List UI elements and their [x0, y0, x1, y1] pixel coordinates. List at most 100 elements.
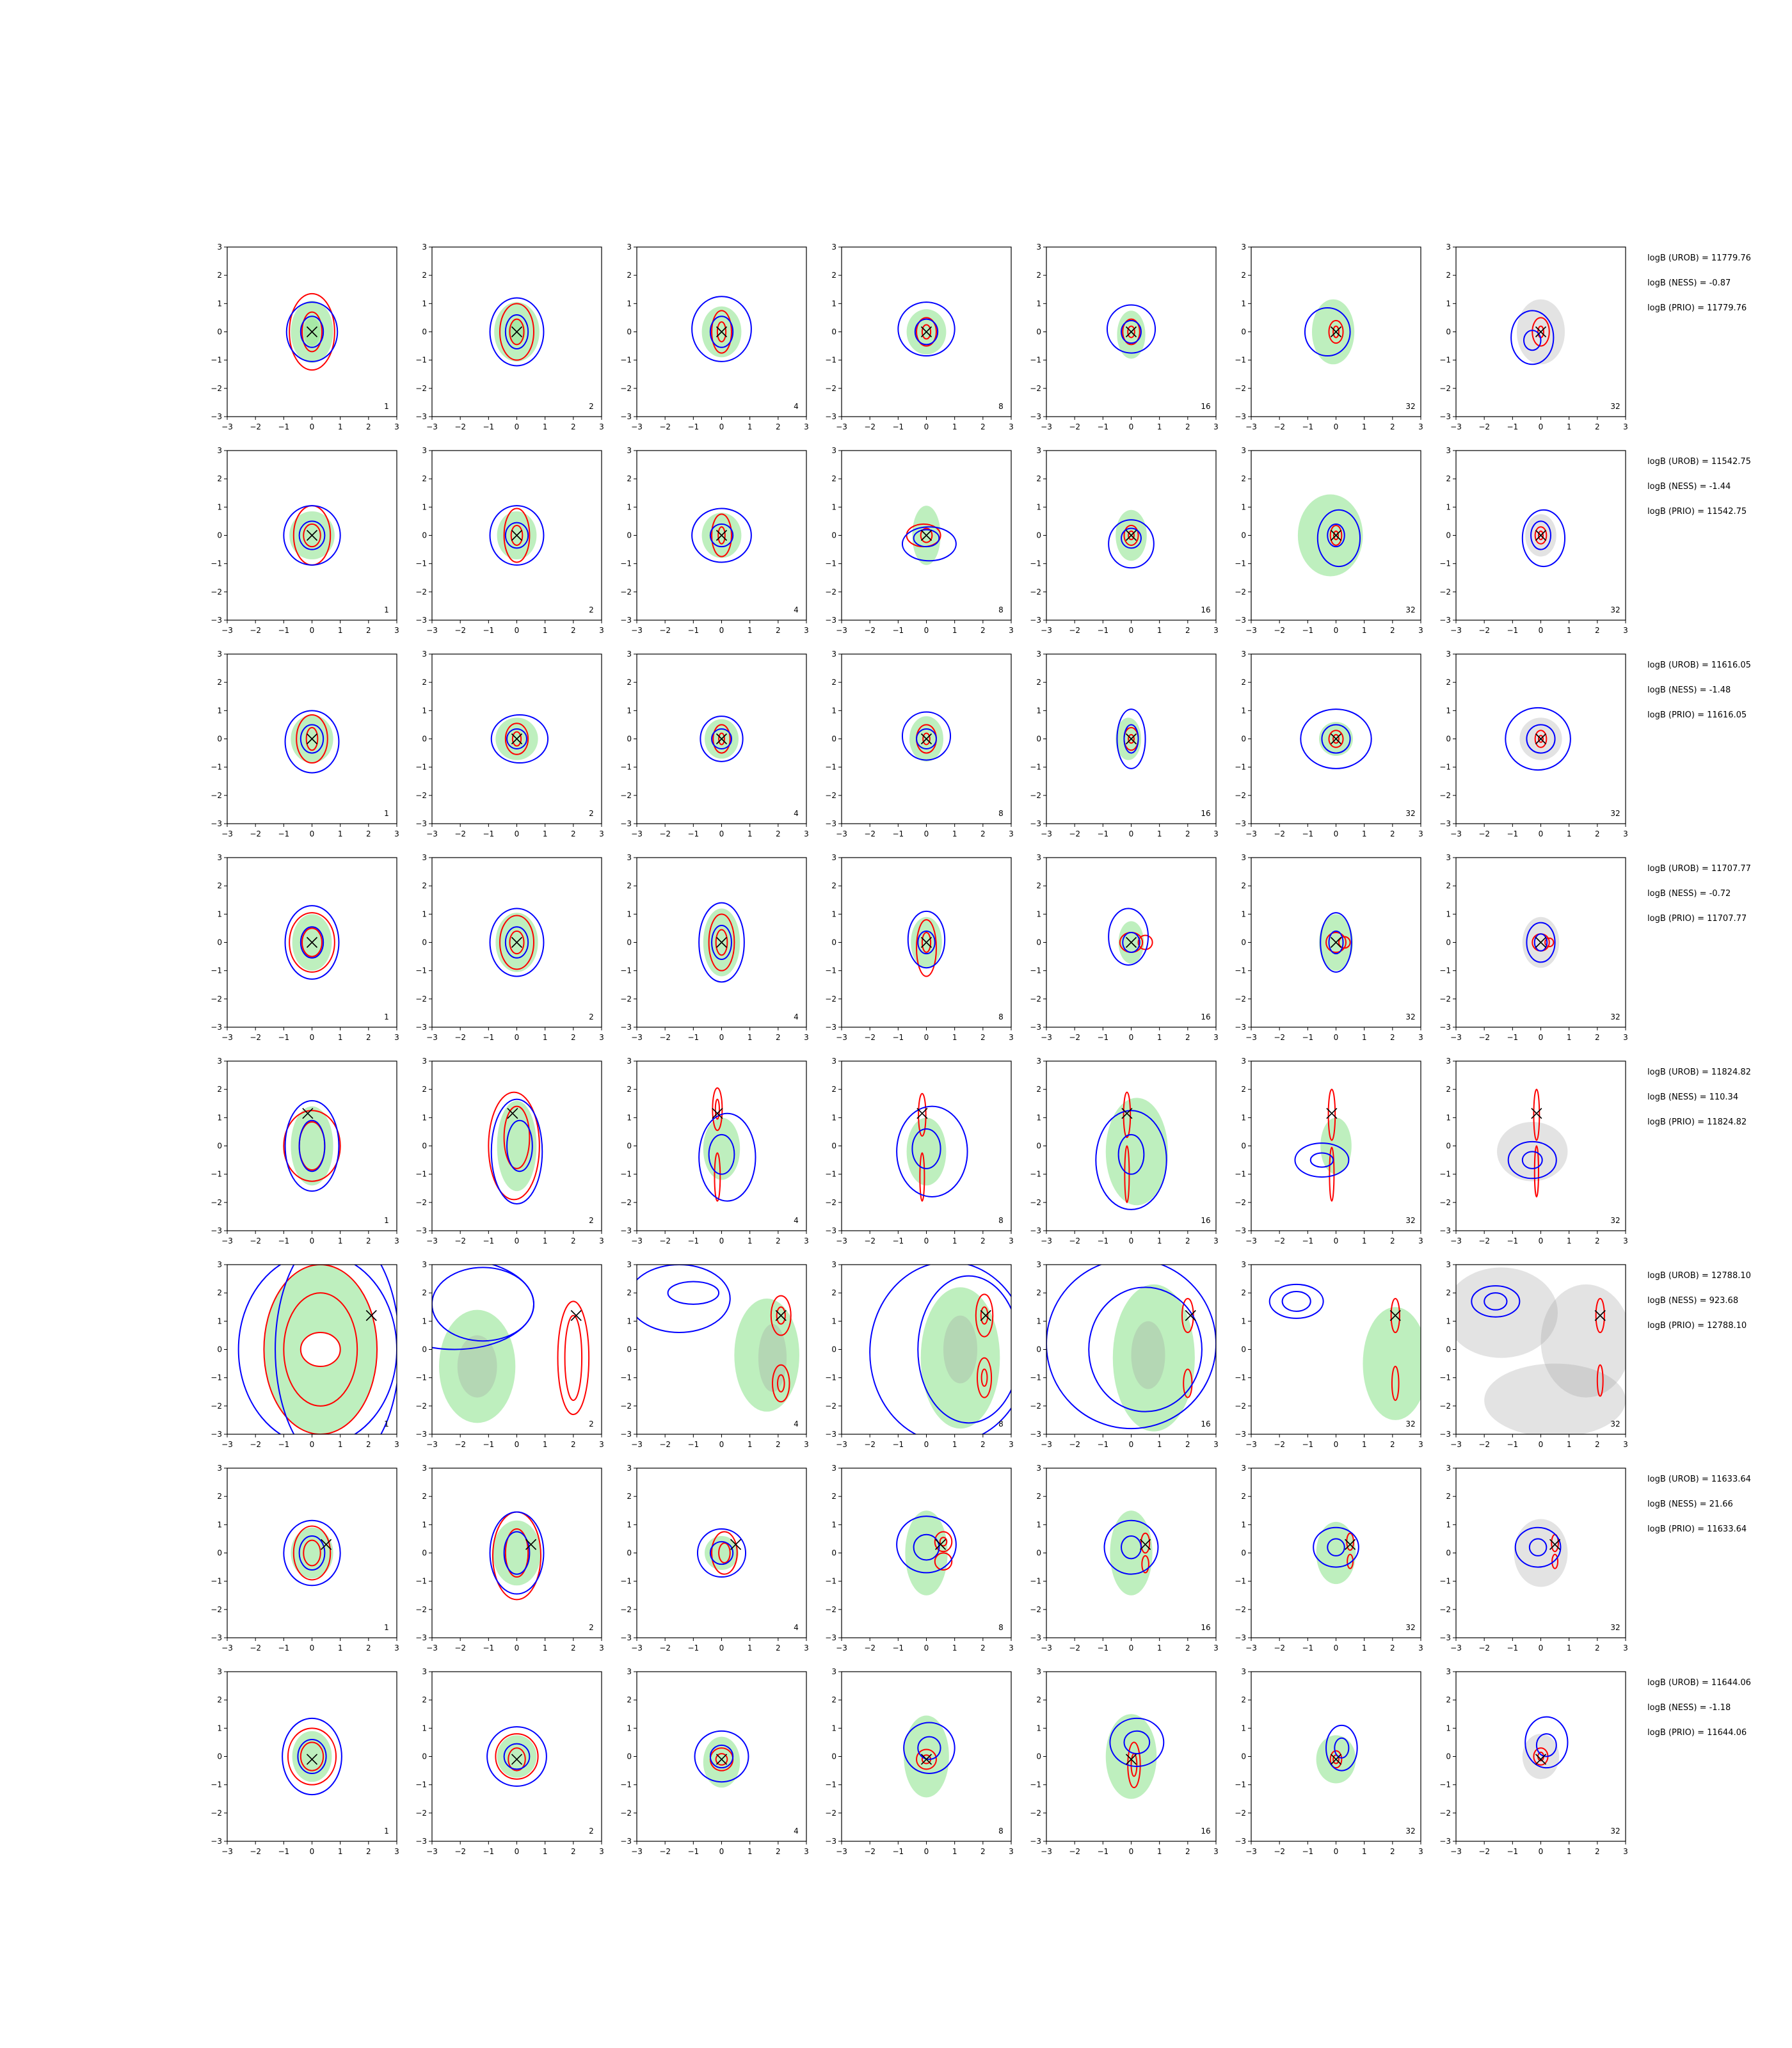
y-tick-label: 0	[1446, 531, 1451, 540]
y-tick-label: 1	[1036, 909, 1041, 918]
y-tick-label: −3	[825, 616, 836, 625]
plot-area	[637, 1265, 799, 1412]
x-tick-label: 0	[1539, 1440, 1544, 1449]
panel-count-label: 32	[1405, 1216, 1415, 1225]
gray-density-fill	[1131, 1321, 1165, 1389]
y-tick-label: −2	[415, 1605, 427, 1614]
x-tick-label: 3	[394, 422, 399, 431]
y-tick-label: −2	[1439, 588, 1451, 596]
panel-count-label: 2	[589, 1216, 594, 1225]
urob-contour	[1088, 1286, 1203, 1412]
panel-r3-c1: −3 −2 −1 0 1 2 3 3 2 1 0 −1 −2 −3 1	[211, 650, 399, 838]
y-tick-label: 3	[1446, 446, 1451, 455]
ness-contour	[1537, 735, 1544, 743]
y-tick-label: 1	[422, 502, 427, 511]
x-tick-label: 1	[1362, 626, 1367, 635]
y-tick-label: 1	[217, 1724, 222, 1732]
y-tick-label: 0	[1036, 1752, 1041, 1761]
x-tick-label: −3	[836, 829, 847, 838]
x-tick-label: −3	[221, 1847, 233, 1856]
y-tick-label: 3	[627, 243, 632, 252]
panel-r1-c3: −3 −2 −1 0 1 2 3 3 2 1 0 −1 −2 −3 4	[620, 243, 809, 431]
x-tick-label: 1	[952, 829, 957, 838]
x-tick-label: 0	[1539, 1847, 1544, 1856]
true-point-marker	[1535, 529, 1547, 541]
plot-area	[1095, 1091, 1168, 1210]
plot-area	[1304, 299, 1355, 365]
ness-contour	[1140, 1532, 1151, 1554]
y-tick-label: 3	[831, 1260, 836, 1269]
urob-contour	[1325, 1724, 1358, 1772]
y-tick-label: 2	[627, 474, 632, 483]
y-tick-label: −1	[1030, 559, 1041, 568]
x-tick-label: −1	[1097, 1033, 1108, 1042]
urob-contour	[913, 529, 940, 548]
panel-count-label: 16	[1201, 605, 1210, 614]
urob-contour	[503, 1743, 531, 1770]
x-tick-label: 3	[804, 1440, 809, 1449]
plot-area	[1522, 1716, 1569, 1779]
panel-r3-c4: −3 −2 −1 0 1 2 3 3 2 1 0 −1 −2 −3 8	[825, 650, 1014, 838]
x-tick-label: −1	[1097, 1440, 1108, 1449]
y-tick-label: −2	[825, 384, 836, 393]
plot-area	[694, 1730, 749, 1788]
prior-density-fill	[905, 1510, 948, 1596]
urob-contour	[709, 523, 734, 548]
x-tick-label: −3	[221, 1644, 233, 1652]
y-tick-label: −3	[1030, 1633, 1041, 1642]
y-tick-label: 3	[831, 446, 836, 455]
ness-contour	[495, 1733, 539, 1780]
y-tick-label: 0	[627, 938, 632, 947]
y-tick-label: 1	[627, 502, 632, 511]
y-tick-label: 2	[1446, 474, 1451, 483]
x-tick-label: 1	[338, 1847, 343, 1856]
true-point-marker	[1125, 936, 1137, 948]
gray-density-fill	[1522, 1734, 1560, 1779]
true-point-marker	[525, 1539, 537, 1550]
x-tick-label: 2	[1185, 829, 1190, 838]
y-tick-label: 2	[1036, 881, 1041, 890]
logb-annotations: logB (UROB) = 11824.82 logB (NESS) = 110.…	[1647, 1068, 1788, 1247]
x-tick-label: −2	[659, 829, 671, 838]
x-tick-label: −2	[454, 422, 466, 431]
x-tick-label: 3	[1009, 422, 1014, 431]
panel-r7-c2: −3 −2 −1 0 1 2 3 3 2 1 0 −1 −2 −3 2	[415, 1464, 604, 1652]
panel-r7-c4: −3 −2 −1 0 1 2 3 3 2 1 0 −1 −2 −3 8	[825, 1464, 1014, 1652]
x-tick-label: 0	[719, 422, 724, 431]
panel-r5-c2: −3 −2 −1 0 1 2 3 3 2 1 0 −1 −2 −3 2	[415, 1057, 604, 1245]
logb-annotation: logB (PRIO) = 11542.75	[1647, 507, 1747, 516]
y-tick-label: 0	[627, 328, 632, 337]
x-tick-label: 2	[1390, 1236, 1395, 1245]
x-tick-label: 1	[1567, 422, 1572, 431]
y-tick-label: −1	[415, 1577, 427, 1586]
ness-contour	[1128, 530, 1135, 541]
x-tick-label: −2	[1478, 1644, 1490, 1652]
y-tick-label: 3	[1036, 1260, 1041, 1269]
x-tick-label: 2	[1390, 1847, 1395, 1856]
y-tick-label: −3	[1439, 412, 1451, 421]
x-tick-label: −3	[1245, 1236, 1257, 1245]
logb-annotation: logB (PRIO) = 12788.10	[1647, 1321, 1747, 1331]
y-tick-label: −1	[1439, 763, 1451, 772]
y-tick-label: 1	[217, 299, 222, 308]
x-tick-label: 2	[980, 626, 986, 635]
x-tick-label: −2	[454, 1644, 466, 1652]
x-tick-label: 2	[571, 1847, 576, 1856]
x-tick-label: −1	[1302, 1033, 1313, 1042]
x-tick-label: 0	[719, 1236, 724, 1245]
panel-r7-c3: −3 −2 −1 0 1 2 3 3 2 1 0 −1 −2 −3 4	[620, 1464, 809, 1652]
plot-area	[1497, 1089, 1568, 1197]
y-tick-label: 1	[422, 1316, 427, 1325]
x-tick-label: 1	[543, 829, 548, 838]
prior-density-fill	[492, 1520, 541, 1586]
x-tick-label: 3	[1009, 1033, 1014, 1042]
y-tick-label: 0	[1241, 1142, 1246, 1151]
x-tick-label: 2	[776, 1236, 781, 1245]
y-tick-label: 2	[627, 678, 632, 687]
urob-contour	[284, 710, 340, 774]
x-tick-label: 1	[543, 626, 548, 635]
y-tick-label: 1	[1241, 502, 1246, 511]
y-tick-label: −3	[211, 1226, 222, 1235]
y-tick-label: −2	[1439, 1402, 1451, 1411]
